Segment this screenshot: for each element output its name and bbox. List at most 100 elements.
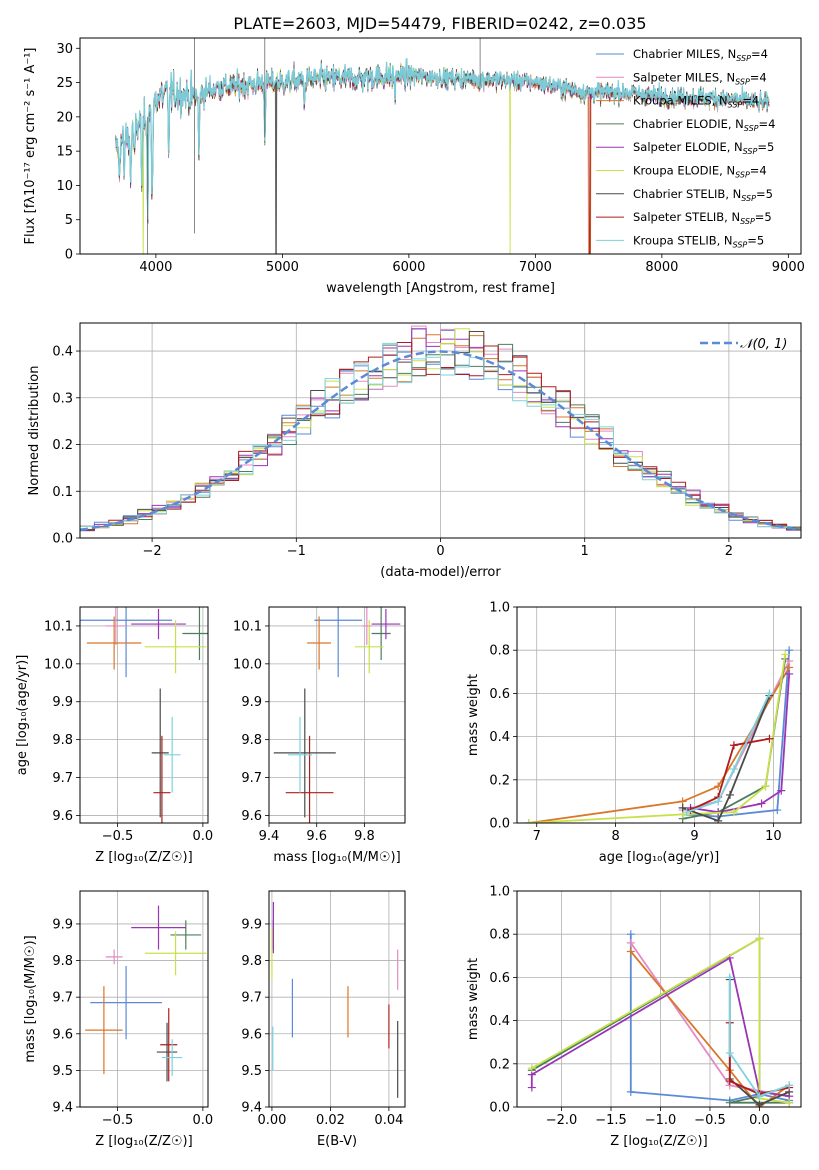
x-tick-label: 0.00: [257, 1113, 286, 1128]
x-tick-label: 0.0: [193, 829, 214, 844]
y-tick-label: 10.0: [233, 657, 262, 672]
panel-age_vs_mass: 9.4 9.6 9.8 9.6 9.7 9.8 9.9 10.0 10.1 mass [log₁₀…: [233, 606, 406, 865]
point-marker: [714, 797, 723, 806]
panel-age_vs_Z: −0.5 0.0 9.6 9.7 9.8 9.9 10.0 10.1 Z [log₁₀(Z/Z☉…: [15, 606, 214, 865]
y-tick-label: 9.6: [241, 1027, 262, 1042]
y-tick-label: 30: [56, 42, 73, 57]
y-tick-label: 0.3: [52, 391, 73, 406]
legend-entry: 𝒩(0, 1): [740, 337, 787, 352]
legend-entry: Chabrier MILES, NSSP=4: [633, 47, 768, 63]
errorbar-salpeter-miles: [105, 607, 127, 645]
x-axis-label: Z [log₁₀(Z/Z☉)]: [610, 1134, 707, 1149]
y-tick-label: 9.8: [52, 733, 73, 748]
plot-area-residuals: [80, 325, 801, 535]
y-axis-label: mass [log₁₀(M/M☉)]: [23, 935, 38, 1062]
y-tick-label: 9.7: [52, 771, 73, 786]
x-tick-label: 9.4: [259, 829, 280, 844]
x-tick-label: −0.5: [102, 1113, 134, 1128]
y-tick-label: 9.6: [52, 1027, 73, 1042]
y-tick-label: 1.0: [489, 601, 510, 616]
legend-entry: Salpeter MILES, NSSP=4: [633, 70, 767, 86]
panel-mass_vs_Z: −0.5 0.0 9.4 9.5 9.6 9.7 9.8 9.9 Z [log₁₀(Z/Z☉)]…: [23, 890, 213, 1149]
series-line: [682, 695, 771, 822]
errorbar-kroupa-elodie: [144, 620, 207, 674]
y-tick-label: 9.4: [52, 1101, 73, 1116]
x-tick-label: 9.8: [354, 829, 375, 844]
series-line: [690, 737, 770, 811]
x-tick-label: −1.5: [595, 1113, 627, 1128]
x-tick-label: 0: [436, 544, 444, 559]
legend-entry: Salpeter ELODIE, NSSP=5: [633, 140, 774, 156]
legend-entry: Salpeter STELIB, NSSP=5: [633, 210, 772, 226]
errorbar-kroupa-stelib: [163, 716, 181, 793]
errorbar-kroupa-elodie: [144, 931, 207, 976]
y-tick-label: 9.7: [52, 991, 73, 1006]
y-tick-label: 0.8: [489, 928, 510, 943]
point-marker: [626, 947, 635, 956]
y-tick-label: 5: [65, 213, 73, 228]
x-tick-label: −0.5: [694, 1113, 726, 1128]
series-kroupa-stelib: [682, 689, 774, 817]
errorbar-salpeter-miles: [105, 949, 123, 965]
point-marker: [761, 782, 770, 791]
series-salpeter-miles: [678, 657, 794, 815]
errorbar-chabrier-miles: [314, 607, 363, 678]
plot-area-mass_vs_EBV: [271, 901, 399, 1098]
point-marker: [785, 1098, 794, 1107]
x-tick-label: −0.5: [102, 829, 134, 844]
x-tick-label: 0.04: [374, 1113, 403, 1128]
y-axis-label: mass weight: [466, 958, 481, 1040]
errorbar-kroupa-stelib: [288, 716, 312, 793]
x-axis-label: wavelength [Angstrom, rest frame]: [326, 281, 555, 296]
y-tick-label: 1.0: [489, 885, 510, 900]
y-tick-label: 9.9: [52, 917, 73, 932]
point-marker: [524, 819, 533, 823]
panel-mass_vs_EBV: 0.00 0.02 0.04 9.4 9.5 9.6 9.7 9.8 9.9 E(B-V): [241, 890, 406, 1149]
y-axis-label: mass weight: [466, 674, 481, 756]
x-tick-label: 9.6: [306, 829, 327, 844]
errorbar-chabrier-elodie: [371, 607, 391, 661]
x-axis-label: (data-model)/error: [380, 565, 501, 580]
x-tick-label: 8000: [645, 260, 678, 275]
x-axis-label: E(B-V): [317, 1134, 357, 1149]
y-tick-label: 0.2: [489, 773, 510, 788]
y-tick-label: 0: [65, 248, 73, 263]
y-tick-label: 10: [56, 179, 73, 194]
y-tick-label: 0.2: [489, 1057, 510, 1072]
point-marker: [777, 786, 786, 795]
axes-frame: [79, 37, 802, 255]
errorbar-salpeter-stelib: [160, 1008, 178, 1082]
y-tick-label: 0.0: [489, 1101, 510, 1116]
series-line: [531, 936, 790, 1104]
point-marker: [755, 1100, 764, 1107]
panel-residuals: −2 −1 0 1 2 0.0 0.1 0.2 0.3 0.4 (data-model)/error…: [27, 322, 802, 580]
x-tick-label: −1: [287, 544, 306, 559]
point-marker: [626, 938, 635, 947]
errorbar-chabrier-miles: [90, 966, 162, 1040]
point-marker: [726, 790, 734, 799]
y-tick-label: 9.5: [241, 1064, 262, 1079]
legend-entry: Kroupa STELIB, NSSP=5: [633, 233, 764, 249]
point-marker: [527, 1083, 536, 1092]
errorbar-kroupa-stelib: [161, 1039, 183, 1076]
y-tick-label: 9.9: [52, 695, 73, 710]
y-tick-label: 9.7: [241, 991, 262, 1006]
x-axis-label: age [log₁₀(age/yr)]: [599, 850, 720, 865]
errorbar-salpeter-elodie: [371, 608, 401, 640]
y-axis-label: Normed distribution: [27, 366, 42, 496]
y-tick-label: 9.6: [241, 809, 262, 824]
y-tick-label: 0.2: [52, 438, 73, 453]
plot-area-spectrum: [114, 38, 770, 254]
x-tick-label: 10: [765, 829, 782, 844]
point-marker: [729, 741, 738, 750]
legend-entry: Kroupa MILES, NSSP=4: [633, 94, 759, 110]
errorbar-salpeter-stelib: [153, 735, 171, 823]
axes-frame: [516, 890, 802, 1108]
figure-title: PLATE=2603, MJD=54479, FIBERID=0242, z=0…: [233, 14, 646, 33]
errorbar-kroupa-elodie: [354, 620, 384, 674]
spectrum-line-kroupa-stelib: [114, 57, 770, 220]
y-tick-label: 0.4: [489, 730, 510, 745]
point-marker: [785, 646, 794, 655]
point-marker: [725, 1049, 734, 1057]
